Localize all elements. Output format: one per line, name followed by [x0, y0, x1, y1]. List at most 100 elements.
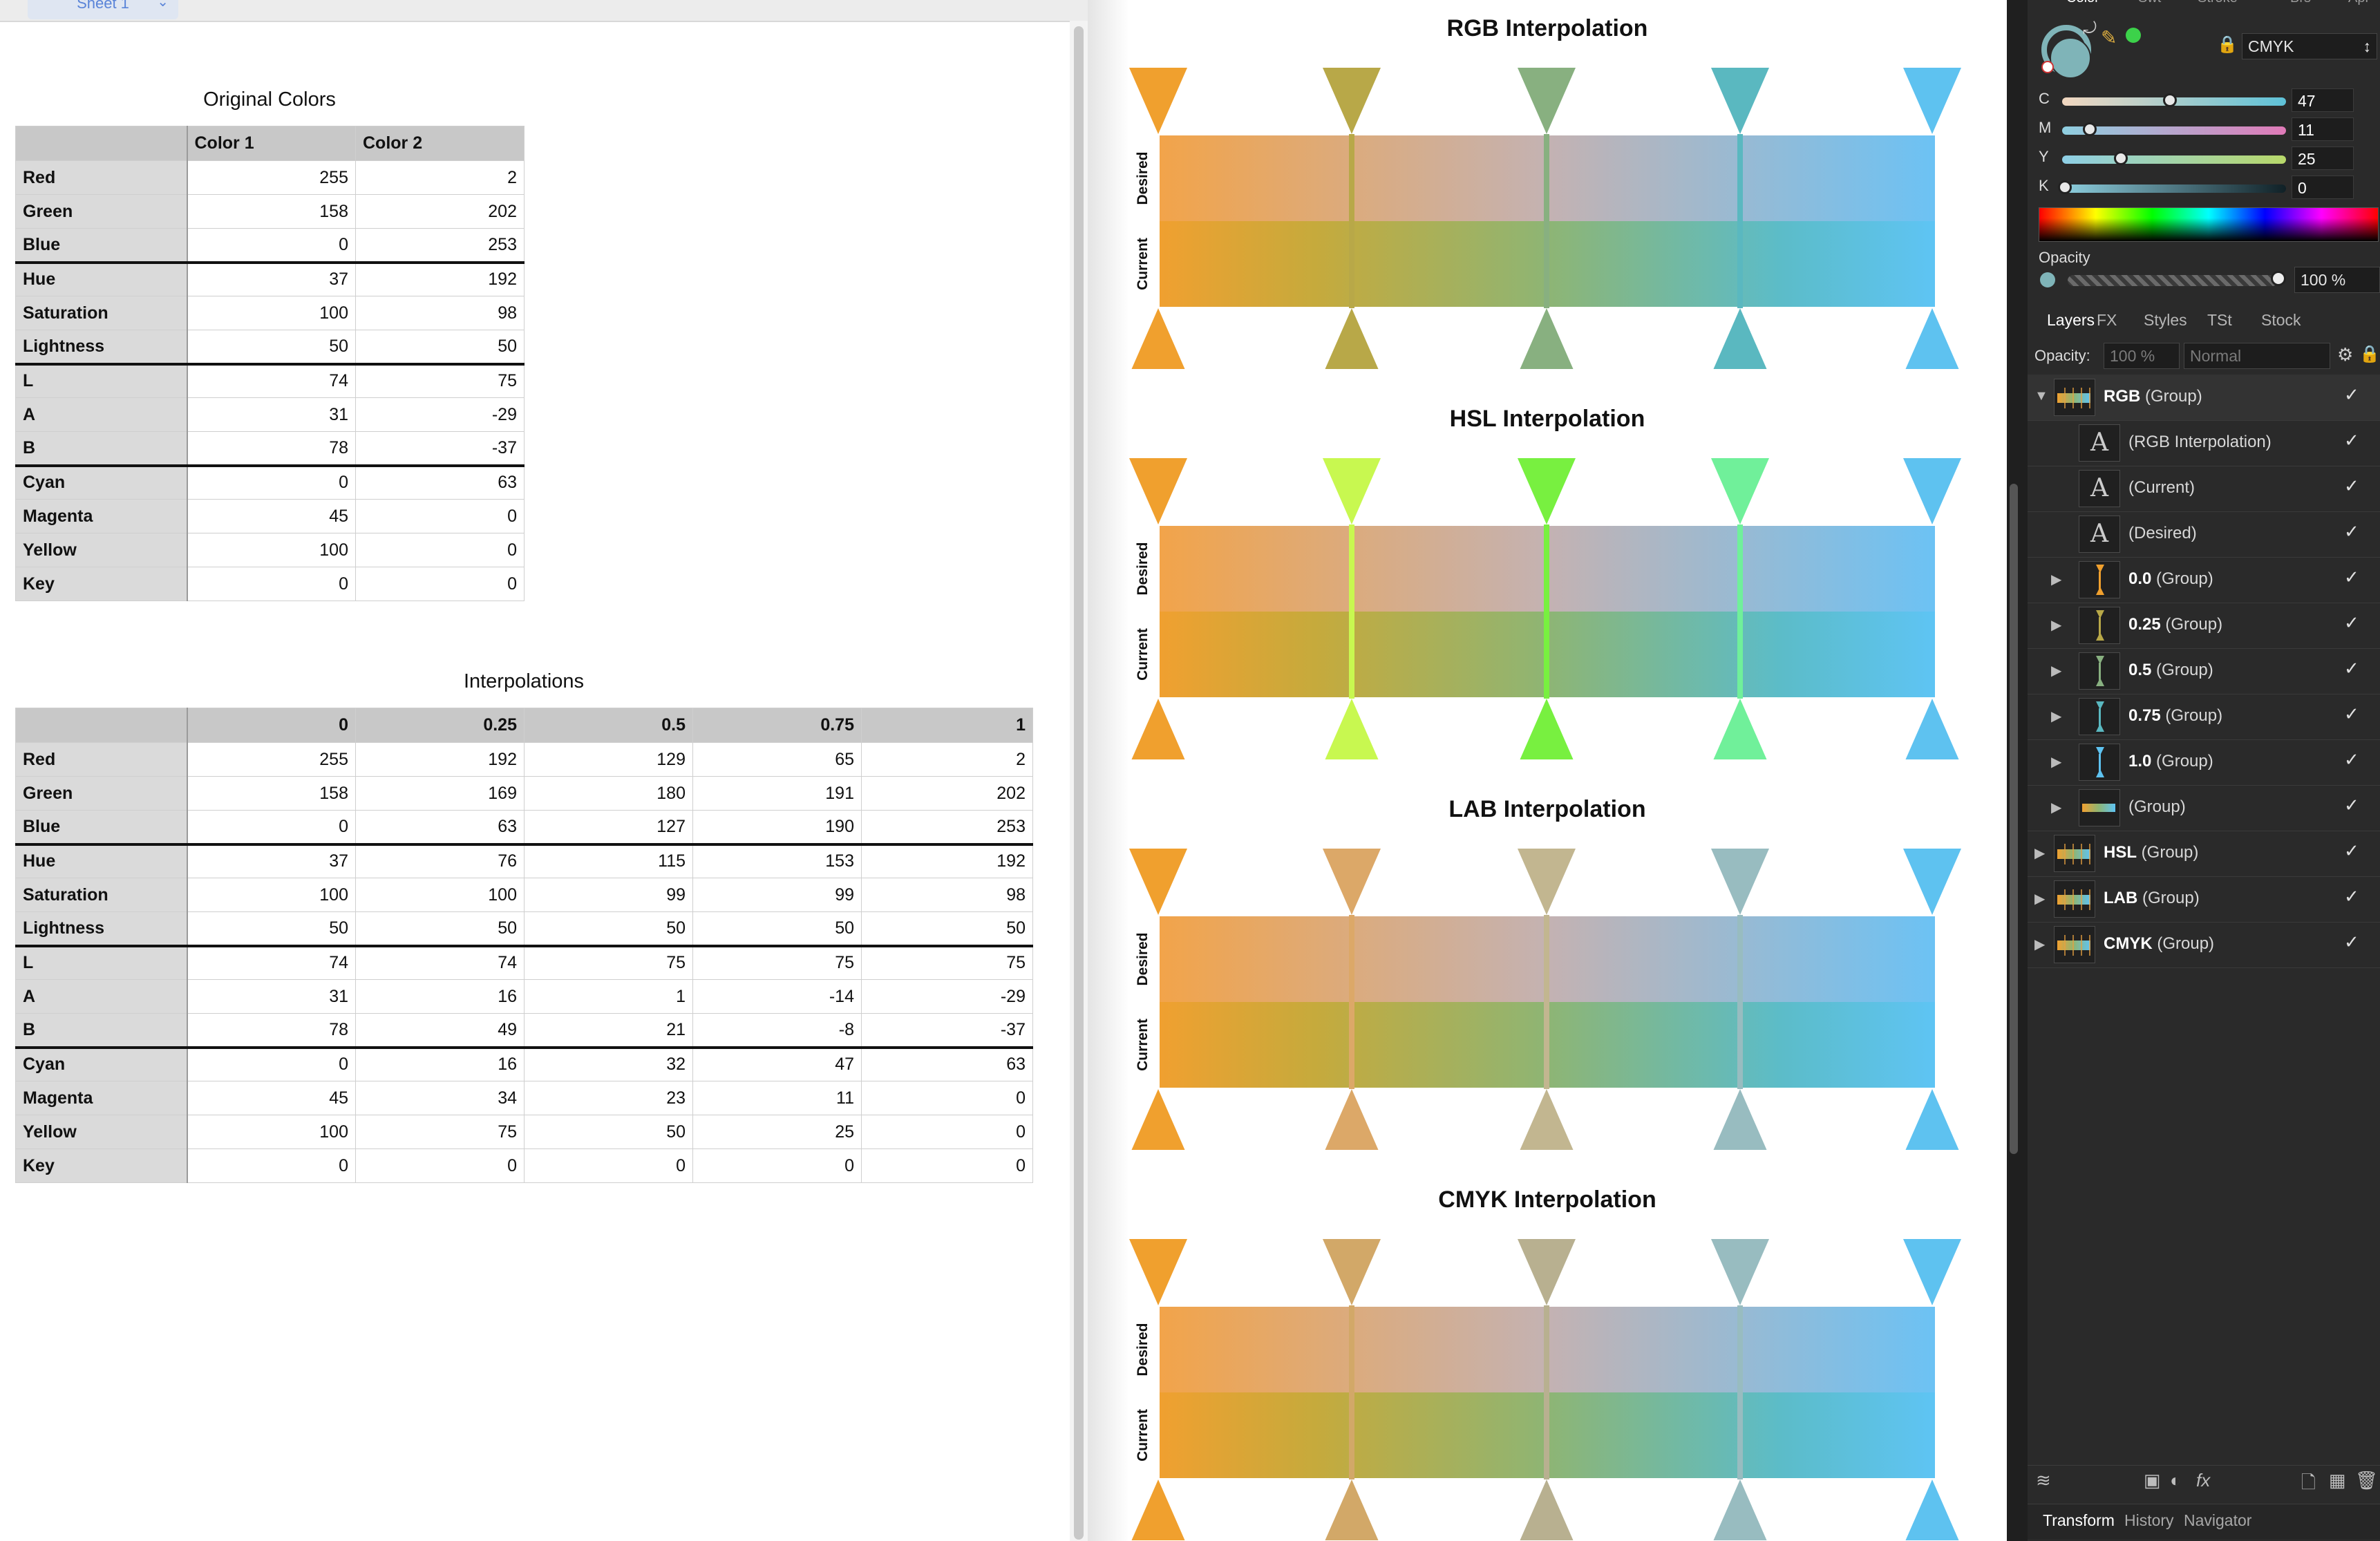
layer-row[interactable]: ▶ 0.75 (Group) ✓ [2028, 694, 2380, 740]
table-cell[interactable]: 75 [861, 944, 1033, 980]
stop-marker[interactable] [1903, 1239, 1961, 1540]
layers-tab[interactable]: Layers [2047, 311, 2095, 329]
table-cell[interactable]: 50 [355, 911, 525, 946]
table-cell[interactable]: 100 [187, 878, 356, 912]
panel-tab[interactable]: Apr [2348, 0, 2370, 6]
slider-value-input[interactable]: 25 [2292, 146, 2354, 170]
layers-tab[interactable]: Styles [2144, 311, 2187, 329]
table-cell[interactable]: 74 [355, 944, 525, 980]
bottom-tab[interactable]: History [2124, 1511, 2174, 1529]
table-cell[interactable]: 75 [355, 1115, 525, 1149]
table-cell[interactable]: 129 [524, 742, 693, 777]
table-cell[interactable]: 31 [187, 397, 356, 432]
fx-icon[interactable]: fx [2196, 1470, 2211, 1491]
panel-tab[interactable]: Color [2066, 0, 2099, 6]
table-cell[interactable]: 50 [524, 911, 693, 946]
table-cell[interactable]: 31 [187, 979, 356, 1014]
table-cell[interactable]: -37 [861, 1013, 1033, 1048]
table-cell[interactable]: 98 [861, 878, 1033, 912]
visibility-checkbox[interactable]: ✓ [2344, 795, 2359, 815]
table-cell[interactable]: 99 [692, 878, 862, 912]
slider-track[interactable] [2062, 126, 2286, 135]
table-cell[interactable]: 50 [861, 911, 1033, 946]
visibility-checkbox[interactable]: ✓ [2344, 932, 2359, 952]
layer-row[interactable]: A (Desired) ✓ [2028, 511, 2380, 558]
table-cell[interactable]: 11 [692, 1081, 862, 1115]
slider-value-input[interactable]: 0 [2292, 176, 2354, 199]
table-cell[interactable]: -29 [861, 979, 1033, 1014]
panel-tab[interactable]: Stroke [2198, 0, 2238, 6]
table-cell[interactable]: 100 [187, 1115, 356, 1149]
slider-knob[interactable] [2082, 122, 2097, 136]
color-spectrum[interactable] [2039, 207, 2379, 242]
stop-marker[interactable] [1323, 849, 1381, 1150]
table-cell[interactable]: 63 [355, 810, 525, 844]
panel-tab[interactable]: Brs [2290, 0, 2311, 6]
table-cell[interactable]: 253 [861, 810, 1033, 844]
layer-row[interactable]: A (RGB Interpolation) ✓ [2028, 420, 2380, 466]
table-cell[interactable]: 255 [187, 160, 356, 195]
swap-icon[interactable]: ⤾ [2083, 19, 2097, 38]
lock-layer-icon[interactable]: 🔒 [2359, 345, 2380, 363]
layer-row[interactable]: ▶ 0.5 (Group) ✓ [2028, 648, 2380, 694]
layers-scrollbar[interactable] [2010, 484, 2018, 1154]
layer-row[interactable]: A (Current) ✓ [2028, 466, 2380, 512]
slider-track[interactable] [2062, 155, 2286, 164]
table-cell[interactable]: 158 [187, 194, 356, 229]
table-cell[interactable]: 0 [861, 1115, 1033, 1149]
gear-icon[interactable]: ⚙ [2337, 344, 2354, 365]
visibility-checkbox[interactable]: ✓ [2344, 567, 2359, 587]
pixel-layer-icon[interactable]: ▦ [2329, 1470, 2346, 1491]
sheet-scrollbar-thumb[interactable] [1074, 26, 1084, 1540]
visibility-checkbox[interactable]: ✓ [2344, 749, 2359, 770]
table-cell[interactable]: 25 [692, 1115, 862, 1149]
expand-triangle-icon[interactable]: ▶ [2034, 937, 2046, 952]
table-cell[interactable]: 0 [355, 499, 525, 533]
table-cell[interactable]: 0 [524, 1148, 693, 1183]
stop-marker[interactable] [1518, 458, 1576, 759]
visibility-checkbox[interactable]: ✓ [2344, 475, 2359, 496]
table-cell[interactable]: 50 [692, 911, 862, 946]
table-cell[interactable]: 0 [861, 1081, 1033, 1115]
stop-marker[interactable] [1129, 849, 1187, 1150]
color-mode-select[interactable]: CMYK ↕ [2242, 33, 2377, 59]
table-cell[interactable]: 190 [692, 810, 862, 844]
stop-marker[interactable] [1903, 458, 1961, 759]
table-cell[interactable]: 158 [187, 776, 356, 811]
table-cell[interactable]: 153 [692, 842, 862, 878]
table-cell[interactable]: 2 [355, 160, 525, 195]
table-cell[interactable]: 192 [861, 842, 1033, 878]
opacity-input[interactable]: 100 % [2294, 267, 2380, 293]
table-cell[interactable]: 99 [524, 878, 693, 912]
table-cell[interactable]: -29 [355, 397, 525, 432]
layer-row[interactable]: ▶ HSL (Group) ✓ [2028, 831, 2380, 877]
slider-knob[interactable] [2163, 93, 2178, 107]
slider-knob[interactable] [2114, 151, 2128, 165]
table-cell[interactable]: 1 [524, 979, 693, 1014]
expand-triangle-icon[interactable]: ▶ [2051, 709, 2062, 724]
table-cell[interactable]: 169 [355, 776, 525, 811]
table-cell[interactable]: 63 [861, 1046, 1033, 1081]
opacity-slider-knob[interactable] [2271, 271, 2286, 286]
sheet-tab[interactable]: Sheet 1 ⌄ [28, 0, 178, 19]
table-cell[interactable]: 100 [187, 296, 356, 330]
stop-marker[interactable] [1129, 68, 1187, 369]
slider-value-input[interactable]: 47 [2292, 88, 2354, 112]
bottom-tab[interactable]: Navigator [2184, 1511, 2252, 1529]
table-cell[interactable]: 0 [187, 1148, 356, 1183]
stop-marker[interactable] [1903, 68, 1961, 369]
stop-marker[interactable] [1323, 1239, 1381, 1540]
table-cell[interactable]: 2 [861, 742, 1033, 777]
table-cell[interactable]: 16 [355, 979, 525, 1014]
layer-row[interactable]: ▶ 1.0 (Group) ✓ [2028, 739, 2380, 786]
table-cell[interactable]: 0 [355, 533, 525, 567]
table-cell[interactable]: 0 [187, 464, 356, 500]
stop-marker[interactable] [1711, 1239, 1769, 1540]
layer-row[interactable]: ▶ LAB (Group) ✓ [2028, 876, 2380, 923]
visibility-checkbox[interactable]: ✓ [2344, 886, 2359, 907]
table-cell[interactable]: 180 [524, 776, 693, 811]
slider-knob[interactable] [2058, 180, 2072, 194]
visibility-checkbox[interactable]: ✓ [2344, 430, 2359, 451]
visibility-checkbox[interactable]: ✓ [2344, 840, 2359, 861]
stop-marker[interactable] [1711, 849, 1769, 1150]
